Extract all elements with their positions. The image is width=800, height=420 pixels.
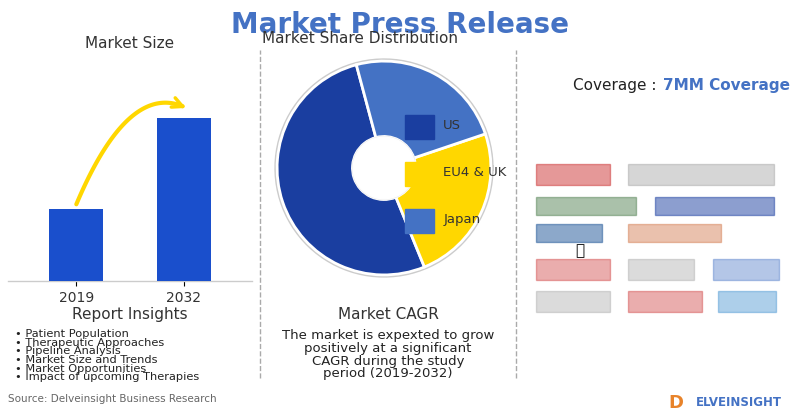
Text: • Pipeline Analysis: • Pipeline Analysis <box>15 346 121 356</box>
Text: D: D <box>669 394 683 412</box>
Bar <box>654 197 774 215</box>
Bar <box>536 291 610 312</box>
Text: 🔒: 🔒 <box>575 244 585 258</box>
Bar <box>718 291 776 312</box>
Bar <box>405 115 434 139</box>
Text: US: US <box>443 119 461 132</box>
Wedge shape <box>277 65 424 275</box>
Text: • Patient Population: • Patient Population <box>15 329 129 339</box>
Text: Key Companies: Key Companies <box>590 133 722 148</box>
Text: EU4 & UK: EU4 & UK <box>443 166 506 179</box>
Bar <box>50 209 103 281</box>
Bar <box>628 164 774 185</box>
Text: 7MM Coverage: 7MM Coverage <box>662 78 790 92</box>
Bar <box>536 197 636 215</box>
Bar <box>405 162 434 186</box>
Bar <box>536 224 602 241</box>
Wedge shape <box>396 134 491 267</box>
Text: • Market Size and Trends: • Market Size and Trends <box>15 355 158 365</box>
Bar <box>536 259 610 280</box>
Text: Coverage :: Coverage : <box>573 78 662 92</box>
Text: Report Insights: Report Insights <box>72 307 188 322</box>
Circle shape <box>353 137 415 199</box>
Text: The market is expexted to grow: The market is expexted to grow <box>282 330 494 342</box>
Text: • Impact of upcoming Therapies: • Impact of upcoming Therapies <box>15 372 199 382</box>
Wedge shape <box>356 61 486 158</box>
Bar <box>405 209 434 233</box>
Bar <box>628 224 721 241</box>
Text: positively at a significant: positively at a significant <box>304 342 472 355</box>
Text: • Therapeutic Approaches: • Therapeutic Approaches <box>15 338 165 348</box>
Text: Market CAGR: Market CAGR <box>338 307 438 322</box>
Title: Market Share Distribution: Market Share Distribution <box>262 32 458 47</box>
Text: Japan: Japan <box>443 213 480 226</box>
Text: • Market Opportunities: • Market Opportunities <box>15 364 146 373</box>
Text: period (2019-2032): period (2019-2032) <box>323 368 453 380</box>
Text: CAGR during the study: CAGR during the study <box>312 355 464 368</box>
Text: ELVEINSIGHT: ELVEINSIGHT <box>696 396 782 409</box>
Bar <box>713 259 778 280</box>
Text: Market Press Release: Market Press Release <box>231 11 569 39</box>
Bar <box>628 259 694 280</box>
Bar <box>628 291 702 312</box>
Bar <box>157 118 210 281</box>
Title: Market Size: Market Size <box>86 36 174 51</box>
Text: Source: Delveinsight Business Research: Source: Delveinsight Business Research <box>8 394 217 404</box>
Text: Click Here to Unlock: Click Here to Unlock <box>603 244 722 257</box>
Bar <box>536 164 610 185</box>
